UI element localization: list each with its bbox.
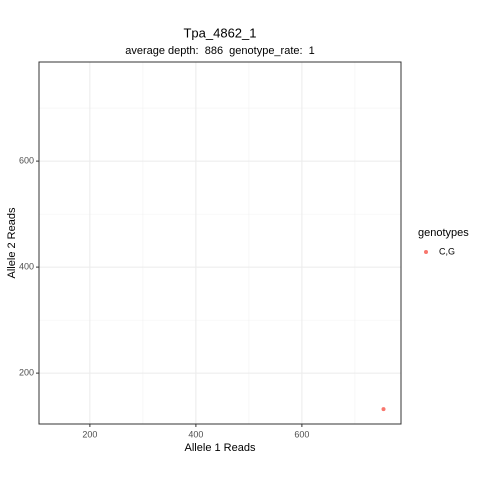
y-tick-label: 400 <box>19 261 34 271</box>
chart-subtitle: average depth: 886 genotype_rate: 1 <box>125 45 315 57</box>
x-tick-label: 400 <box>188 429 203 439</box>
y-tick-label: 600 <box>19 155 34 165</box>
x-axis-label: Allele 1 Reads <box>185 442 256 454</box>
legend-title: genotypes <box>418 227 469 239</box>
legend-label: C,G <box>439 246 455 256</box>
y-tick-label: 200 <box>19 367 34 377</box>
x-tick-label: 200 <box>82 429 97 439</box>
y-axis-label: Allele 2 Reads <box>6 207 18 278</box>
x-tick-label: 600 <box>294 429 309 439</box>
chart-title: Tpa_4862_1 <box>183 25 256 40</box>
legend-swatch <box>424 250 428 254</box>
point <box>381 407 386 412</box>
panel-border <box>38 61 402 425</box>
